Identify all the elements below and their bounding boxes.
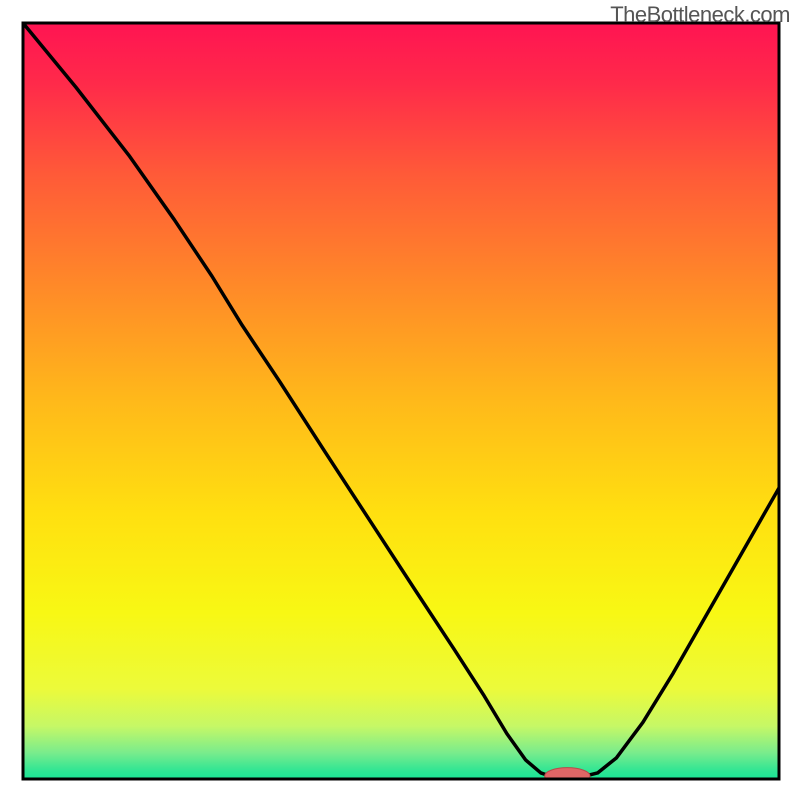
watermark-text: TheBottleneck.com [610,2,790,28]
plot-background [23,23,779,779]
chart-root: TheBottleneck.com [0,0,800,800]
optimal-marker [545,768,590,785]
bottleneck-chart [0,0,800,800]
